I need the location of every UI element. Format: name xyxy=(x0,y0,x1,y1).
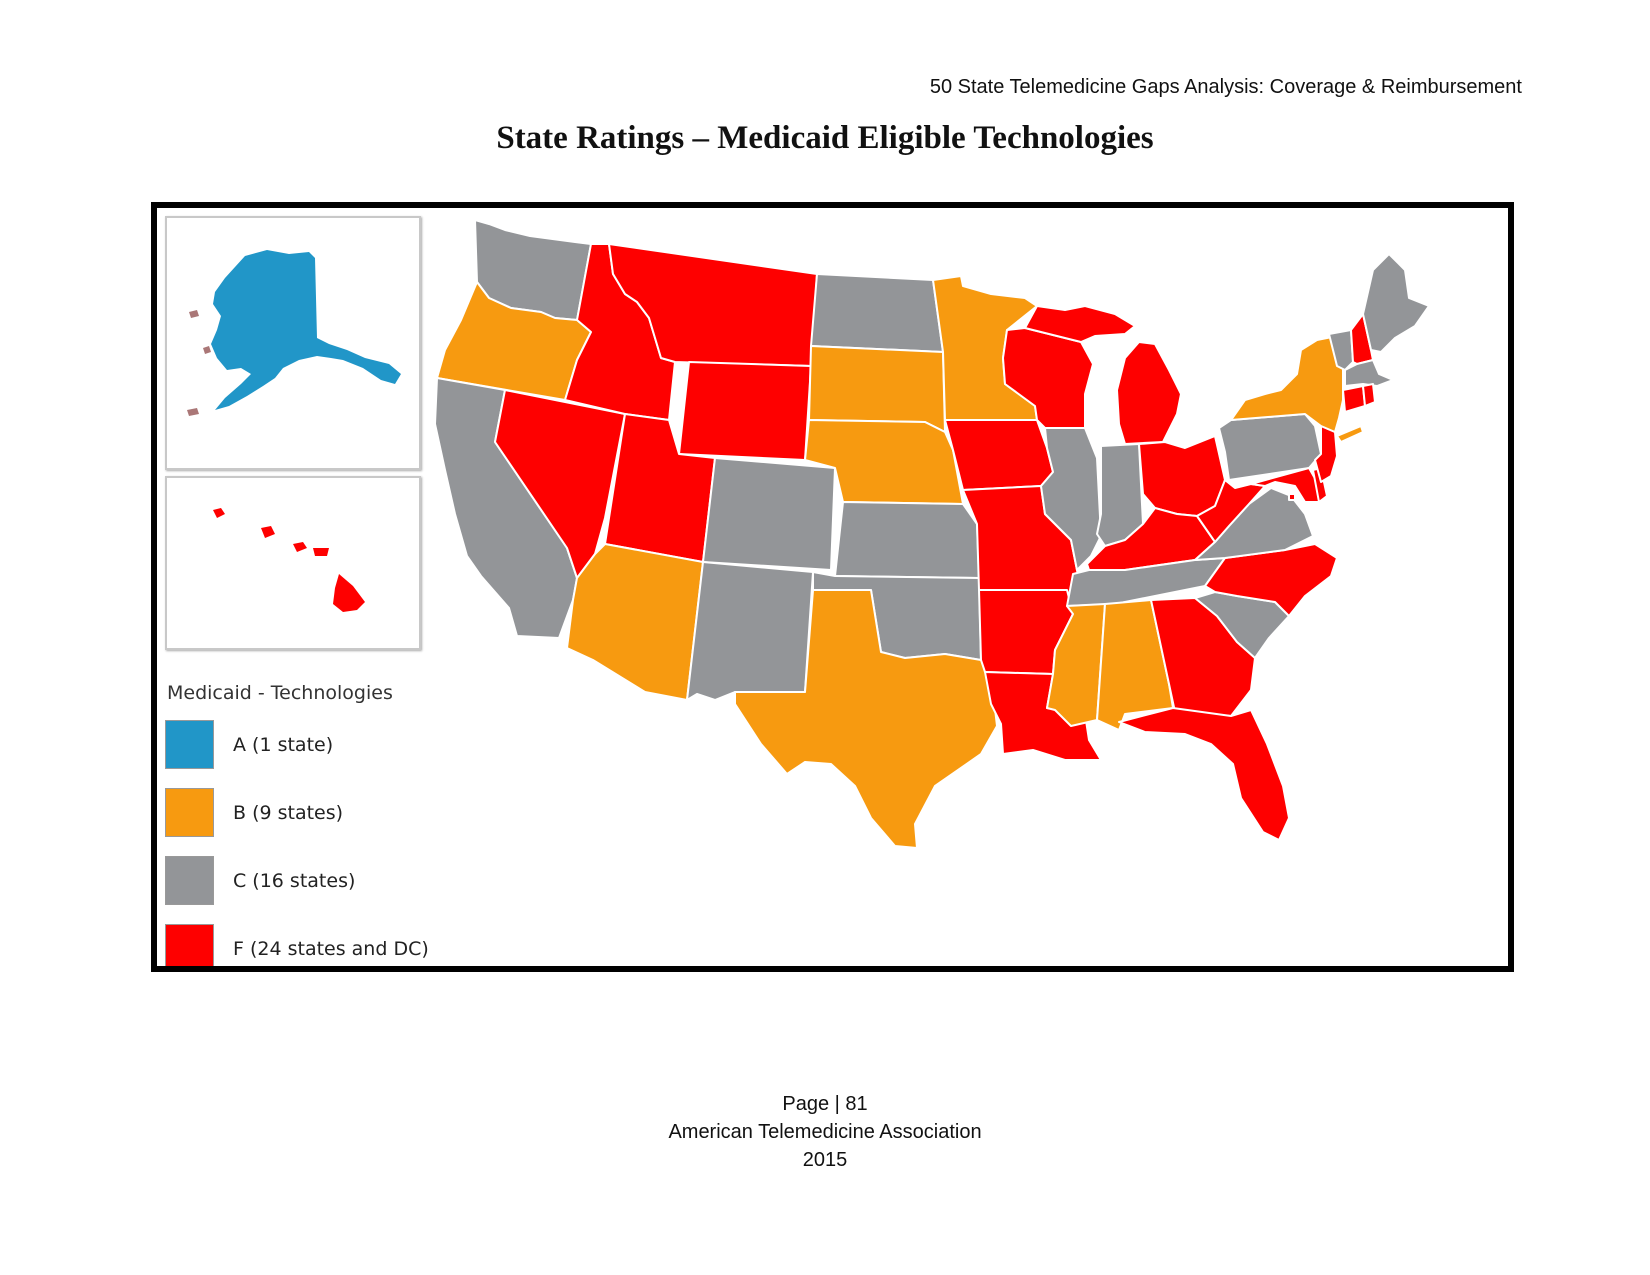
legend-label-b: B (9 states) xyxy=(233,801,344,824)
state-AZ xyxy=(566,543,704,701)
state-ME xyxy=(1362,253,1430,353)
page-number: Page | 81 xyxy=(782,1093,868,1115)
state-ND xyxy=(810,273,944,353)
alaska-inset-map xyxy=(187,250,401,416)
legend-item-c: C (16 states) xyxy=(165,856,495,905)
state-TX xyxy=(734,589,998,849)
state-WY xyxy=(678,361,812,461)
us-map xyxy=(434,219,1430,849)
island xyxy=(189,310,199,318)
state-HI xyxy=(293,542,307,552)
map-frame: Medicaid - Technologies A (1 state) B (9… xyxy=(151,202,1514,972)
footer-org: American Telemedicine Association xyxy=(668,1121,982,1143)
state-IL xyxy=(1040,427,1102,571)
running-header: 50 State Telemedicine Gaps Analysis: Cov… xyxy=(929,76,1522,98)
island xyxy=(187,408,199,416)
state-DC xyxy=(1288,493,1296,501)
state-NJ xyxy=(1314,425,1338,483)
legend-item-b: B (9 states) xyxy=(165,788,495,837)
footer: Page | 81 American Telemedicine Associat… xyxy=(0,1090,1650,1174)
state-HI xyxy=(261,526,275,538)
state-VT xyxy=(1328,329,1354,371)
state-RI xyxy=(1362,383,1376,407)
state-AK xyxy=(211,250,401,410)
state-HI xyxy=(213,508,225,518)
hawaii-inset-map xyxy=(213,508,365,612)
legend-swatch-b xyxy=(165,788,214,837)
state-FL xyxy=(1118,707,1290,841)
island xyxy=(203,346,211,354)
legend-label-a: A (1 state) xyxy=(233,733,334,756)
state-NM xyxy=(686,561,814,701)
page-title: State Ratings – Medicaid Eligible Techno… xyxy=(496,120,1154,156)
state-HI xyxy=(313,548,329,556)
footer-year: 2015 xyxy=(802,1149,848,1171)
legend-item-a: A (1 state) xyxy=(165,720,495,769)
legend-swatch-f xyxy=(165,924,214,966)
state-IA xyxy=(944,419,1054,491)
legend: Medicaid - Technologies A (1 state) B (9… xyxy=(165,682,495,966)
legend-swatch-a xyxy=(165,720,214,769)
legend-label-c: C (16 states) xyxy=(233,869,356,892)
legend-title: Medicaid - Technologies xyxy=(167,682,393,704)
hawaii-inset xyxy=(165,476,421,650)
alaska-inset xyxy=(165,216,421,470)
state-SD xyxy=(808,345,946,433)
state-MA xyxy=(1344,359,1394,387)
legend-item-f: F (24 states and DC) xyxy=(165,924,495,966)
state-CT xyxy=(1342,385,1366,413)
state-CO xyxy=(702,457,836,571)
state-HI xyxy=(333,574,365,612)
state-MI xyxy=(1024,305,1182,445)
legend-swatch-c xyxy=(165,856,214,905)
legend-label-f: F (24 states and DC) xyxy=(233,937,429,960)
state-KS xyxy=(834,501,980,579)
state-MD xyxy=(1250,467,1322,503)
state-OH xyxy=(1138,435,1226,517)
